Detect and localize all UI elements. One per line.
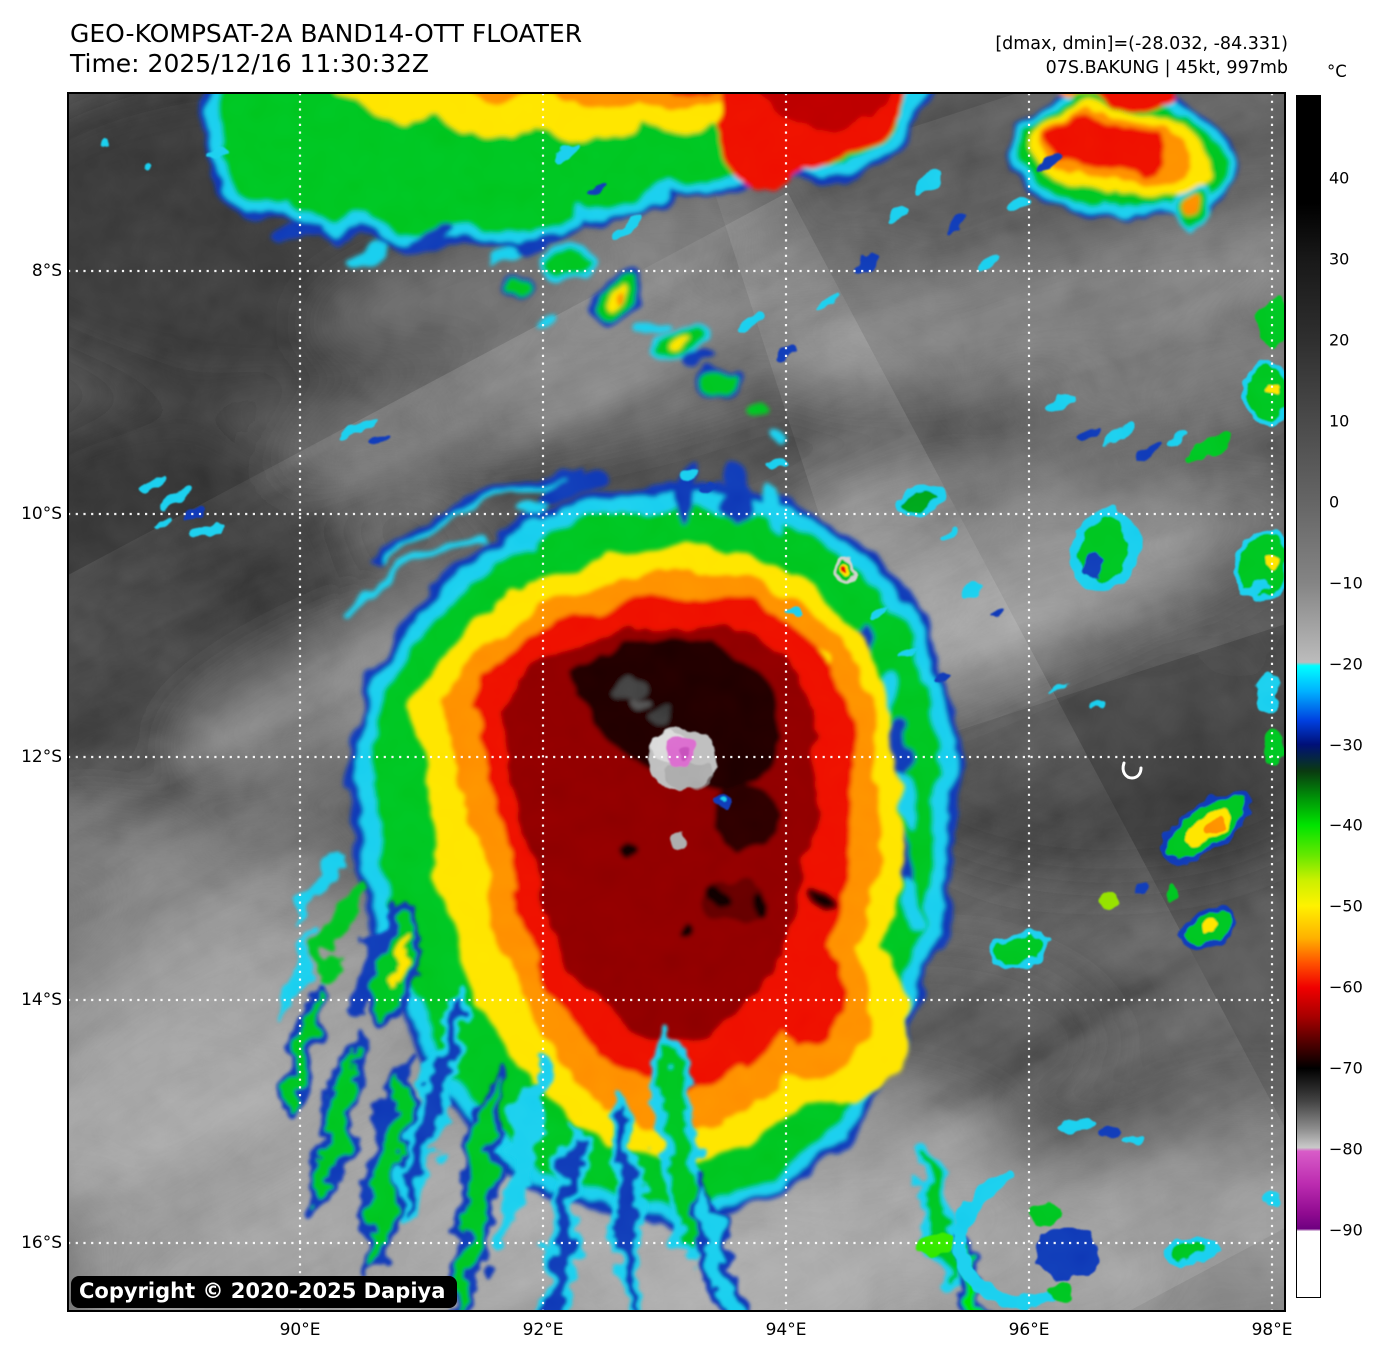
coastline-cocos-islands [1121, 761, 1143, 780]
satellite-image [68, 93, 1285, 1311]
colorbar-tick-label: 40 [1329, 168, 1350, 188]
storm-intensity-readout: 07S.BAKUNG | 45kt, 997mb [1045, 58, 1288, 78]
colorbar-tick-label: −80 [1329, 1139, 1363, 1159]
colorbar-tick-label: 0 [1329, 492, 1340, 512]
x-tick-92e: 92°E [522, 1320, 564, 1340]
y-tick-16s: 16°S [21, 1233, 62, 1253]
colorbar-unit-label: °C [1327, 62, 1347, 81]
figure-title: GEO-KOMPSAT-2A BAND14-OTT FLOATER [70, 19, 583, 48]
colorbar-tick-label: 30 [1329, 249, 1350, 269]
colorbar-tick-label: −70 [1329, 1058, 1363, 1078]
colorbar-tick-label: −10 [1329, 573, 1363, 593]
colorbar-tick-label: 10 [1329, 411, 1350, 431]
colorbar-tick-label: −90 [1329, 1220, 1363, 1240]
x-tick-90e: 90°E [279, 1320, 321, 1340]
figure-time: Time: 2025/12/16 11:30:32Z [70, 49, 429, 78]
x-tick-96e: 96°E [1008, 1320, 1050, 1340]
copyright-badge: Copyright © 2020-2025 Dapiya [71, 1276, 458, 1308]
x-tick-98e: 98°E [1251, 1320, 1293, 1340]
cloud-texture-fine [68, 93, 1285, 1311]
colorbar-tick-label: 20 [1329, 330, 1350, 350]
dmax-dmin-readout: [dmax, dmin]=(-28.032, -84.331) [995, 34, 1288, 54]
satellite-map: Copyright © 2020-2025 Dapiya [67, 92, 1286, 1312]
graticule-gridlines [68, 93, 1285, 1311]
colorbar [1296, 95, 1321, 1298]
y-tick-12s: 12°S [21, 747, 62, 767]
y-tick-8s: 8°S [31, 261, 62, 281]
x-tick-94e: 94°E [765, 1320, 807, 1340]
y-tick-10s: 10°S [21, 504, 62, 524]
colorbar-tick-label: −20 [1329, 654, 1363, 674]
y-tick-14s: 14°S [21, 990, 62, 1010]
colorbar-tick-label: −40 [1329, 815, 1363, 835]
colorbar-tick-label: −60 [1329, 977, 1363, 997]
colorbar-tick-label: −30 [1329, 735, 1363, 755]
colorbar-tick-label: −50 [1329, 896, 1363, 916]
